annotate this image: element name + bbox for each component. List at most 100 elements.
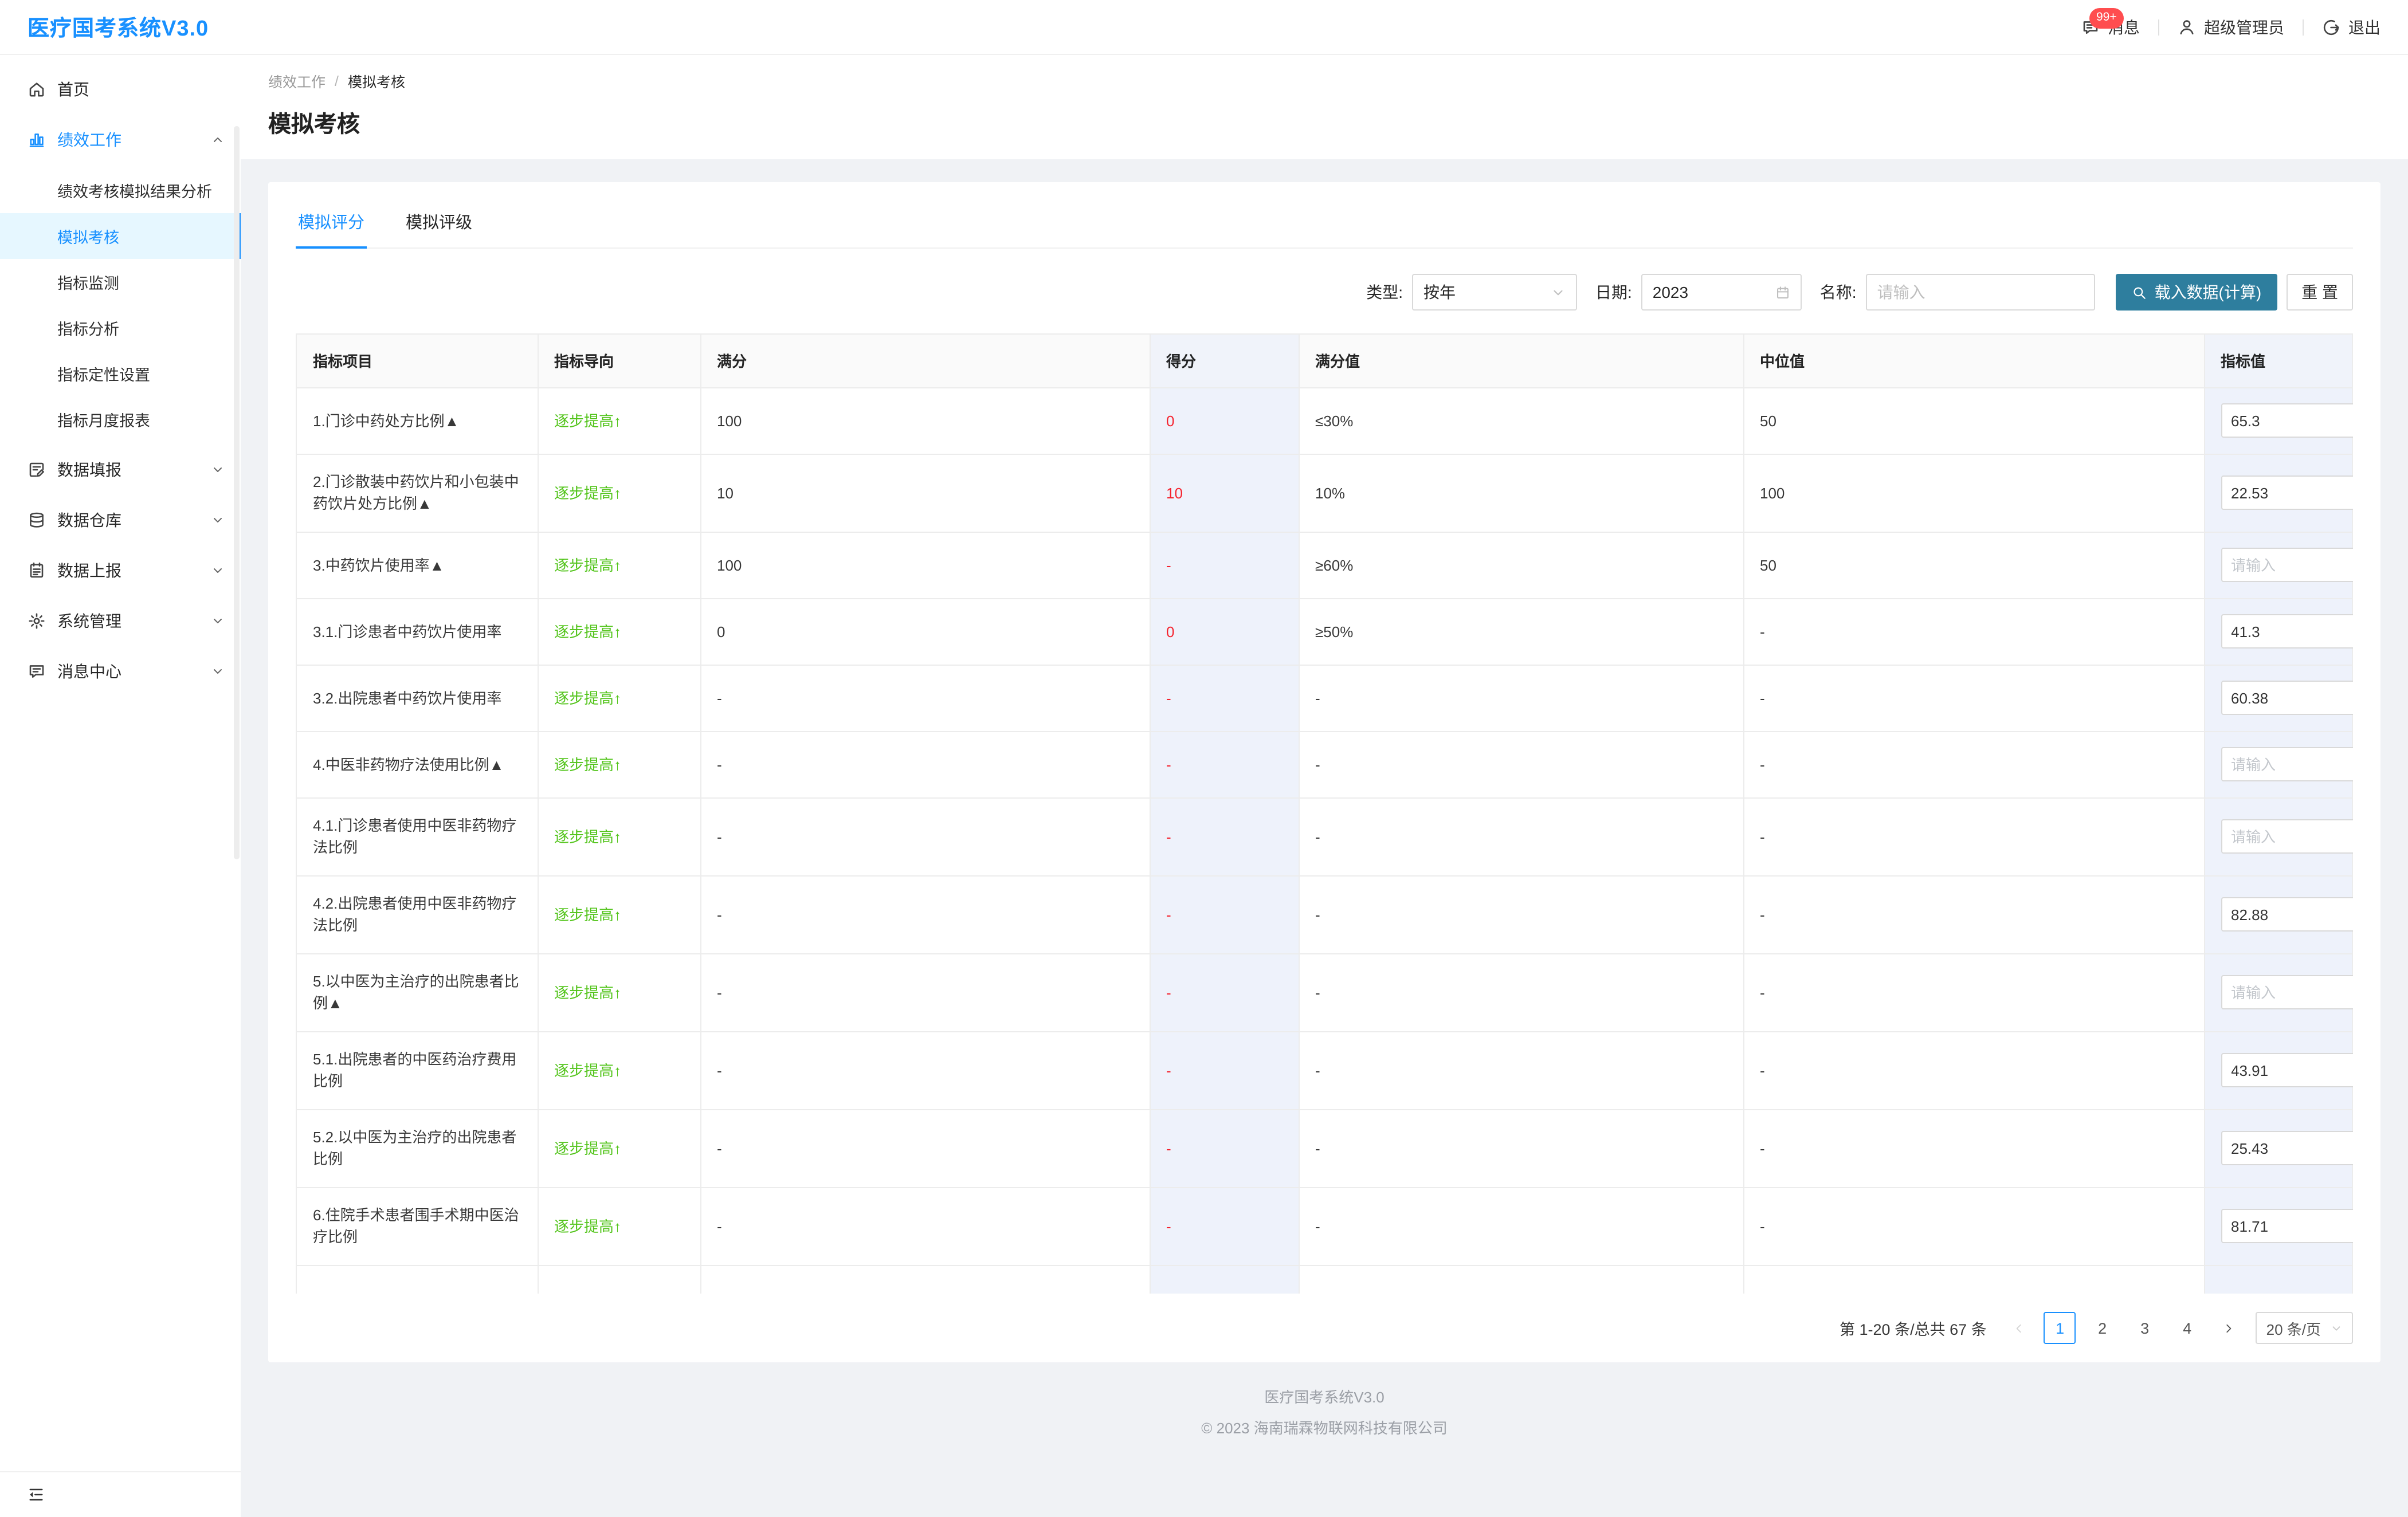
page-3[interactable]: 3 [2140, 1319, 2150, 1337]
name-label: 名称: [1819, 283, 1857, 301]
collapse-sidebar-icon[interactable] [28, 1486, 45, 1503]
cell-full-score: - [700, 665, 1150, 732]
indicator-value-input[interactable] [2221, 975, 2353, 1009]
content-card: 模拟评分 模拟评级 类型: 按年 日期: 2023 名称: [268, 182, 2380, 1362]
cell-full-value: - [1299, 797, 1744, 876]
sidebar-item-数据仓库[interactable]: 数据仓库 [0, 497, 241, 543]
form-icon [28, 461, 46, 479]
sidebar-subitem-指标定性设置[interactable]: 指标定性设置 [57, 367, 150, 384]
sidebar-subitem-指标月度报表[interactable]: 指标月度报表 [57, 412, 150, 430]
cell-indicator-name: 2.门诊散装中药饮片和小包装中药饮片处方比例▲ [297, 454, 538, 532]
page-1[interactable]: 1 [2044, 1312, 2076, 1344]
column-header-指标项目: 指标项目 [297, 335, 538, 388]
gear-icon [28, 612, 46, 630]
name-input[interactable] [1865, 274, 2095, 311]
messages-button[interactable]: 99+ 消息 [2081, 7, 2140, 38]
cell-median: - [1743, 953, 2205, 1032]
database-icon [28, 511, 46, 529]
sidebar-subitem-模拟考核[interactable]: 模拟考核 [0, 213, 241, 259]
cell-indicator [2204, 1109, 2353, 1188]
sidebar-item-label: 系统管理 [57, 612, 121, 630]
home-icon [28, 80, 46, 99]
cell-score: - [1150, 731, 1299, 798]
breadcrumb-parent[interactable]: 绩效工作 [268, 74, 326, 91]
page-size-value: 20 条/页 [2266, 1321, 2321, 1338]
cell-full-value: - [1299, 875, 1744, 954]
chevron-up-icon [211, 133, 225, 147]
column-header-中位值: 中位值 [1743, 335, 2205, 388]
sidebar-item-数据填报[interactable]: 数据填报 [0, 447, 241, 493]
cell-empty [2204, 1265, 2353, 1294]
indicator-value-input[interactable] [2221, 897, 2353, 932]
cell-indicator-name: 3.中药饮片使用率▲ [297, 532, 538, 599]
sidebar-item-绩效工作[interactable]: 绩效工作 [0, 117, 241, 163]
cell-score: - [1150, 953, 1299, 1032]
date-picker[interactable]: 2023 [1641, 274, 1802, 311]
cell-direction: 逐步提高↑ [538, 665, 701, 732]
header-right: 99+ 消息 超级管理员 退出 [2081, 7, 2380, 38]
date-picker-value: 2023 [1652, 283, 1689, 301]
indicator-value-input[interactable] [2221, 819, 2353, 854]
next-page-button[interactable] [2214, 1312, 2244, 1344]
indicator-value-input[interactable] [2221, 403, 2353, 438]
table-body: 1.门诊中药处方比例▲逐步提高↑1000≤30%502.门诊散装中药饮片和小包装… [297, 387, 2353, 1294]
cell-empty [700, 1265, 1150, 1294]
sidebar: 首页绩效工作绩效考核模拟结果分析模拟考核指标监测指标分析指标定性设置 指标月度报表… [0, 55, 241, 1517]
chevron-down-icon [211, 564, 225, 577]
indicator-value-input[interactable] [2221, 1209, 2353, 1243]
page-2[interactable]: 2 [2098, 1319, 2107, 1337]
sidebar-subitem-指标分析[interactable]: 指标分析 [57, 321, 119, 338]
content-area: 模拟评分 模拟评级 类型: 按年 日期: 2023 名称: [241, 159, 2408, 1454]
cell-direction: 逐步提高↑ [538, 387, 701, 454]
indicator-value-input[interactable] [2221, 614, 2353, 649]
table-row: 3.2.出院患者中药饮片使用率 逐步提高↑ - - - - [297, 665, 2353, 732]
cell-direction: 逐步提高↑ [538, 598, 701, 665]
cell-full-value: - [1299, 953, 1744, 1032]
indicator-value-input[interactable] [2221, 1131, 2353, 1165]
logout-icon [2322, 18, 2340, 36]
indicator-value-input[interactable] [2221, 548, 2353, 582]
indicator-value-input[interactable] [2221, 1053, 2353, 1087]
sidebar-item-首页[interactable]: 首页 [0, 66, 241, 112]
cell-indicator [2204, 532, 2353, 599]
cell-indicator [2204, 454, 2353, 532]
cell-full-value: ≥60% [1299, 532, 1744, 599]
pagination-total: 第 1-20 条/总共 67 条 [1840, 1321, 1987, 1338]
sidebar-item-label: 数据上报 [57, 561, 121, 580]
sidebar-item-系统管理[interactable]: 系统管理 [0, 598, 241, 644]
table-row: 3.1.门诊患者中药饮片使用率 逐步提高↑ 0 0 ≥50% - [297, 598, 2353, 665]
cell-full-score: - [700, 797, 1150, 876]
sidebar-scrollbar[interactable] [234, 126, 240, 859]
table-row: 6.住院手术患者围手术期中医治疗比例 逐步提高↑ - - - - [297, 1187, 2353, 1266]
notification-badge: 99+ [2089, 7, 2124, 28]
indicator-value-input[interactable] [2221, 747, 2353, 781]
date-label: 日期: [1595, 283, 1632, 301]
cell-full-score: - [700, 875, 1150, 954]
indicator-value-input[interactable] [2221, 681, 2353, 715]
prev-page-button[interactable] [2004, 1312, 2034, 1344]
page-4[interactable]: 4 [2183, 1319, 2192, 1337]
sidebar-subitem-绩效考核模拟结果分析[interactable]: 绩效考核模拟结果分析 [57, 183, 212, 201]
footer-system-name: 医疗国考系统V3.0 [1264, 1389, 1385, 1406]
table-row: 3.中药饮片使用率▲ 逐步提高↑ 100- ≥60% 50 [297, 532, 2353, 599]
reset-button[interactable]: 重 置 [2287, 274, 2353, 311]
main-content: 绩效工作 / 模拟考核 模拟考核 模拟评分 模拟评级 类型: 按年 日期: [241, 55, 2408, 1517]
sidebar-subitem-指标监测[interactable]: 指标监测 [57, 275, 119, 292]
cell-score: 10 [1150, 454, 1299, 532]
sidebar-footer [0, 1471, 241, 1517]
indicator-value-input[interactable] [2221, 475, 2353, 510]
column-header-满分值: 满分值 [1299, 335, 1744, 388]
load-data-button[interactable]: 载入数据(计算) [2115, 274, 2278, 311]
logout-button[interactable]: 退出 [2322, 15, 2380, 38]
cell-indicator-name: 3.2.出院患者中药饮片使用率 [297, 665, 538, 732]
sidebar-item-消息中心[interactable]: 消息中心 [0, 649, 241, 694]
type-select[interactable]: 按年 [1412, 274, 1577, 311]
cell-indicator-name: 6.住院手术患者围手术期中医治疗比例 [297, 1187, 538, 1266]
tab-模拟评分[interactable]: 模拟评分 [296, 198, 367, 249]
tab-模拟评级[interactable]: 模拟评级 [406, 214, 472, 233]
page-size-select[interactable]: 20 条/页 [2256, 1312, 2353, 1344]
sidebar-item-数据上报[interactable]: 数据上报 [0, 548, 241, 594]
cell-empty [1150, 1265, 1299, 1294]
user-menu[interactable]: 超级管理员 [2178, 15, 2284, 38]
app-logo: 医疗国考系统V3.0 [28, 17, 209, 41]
